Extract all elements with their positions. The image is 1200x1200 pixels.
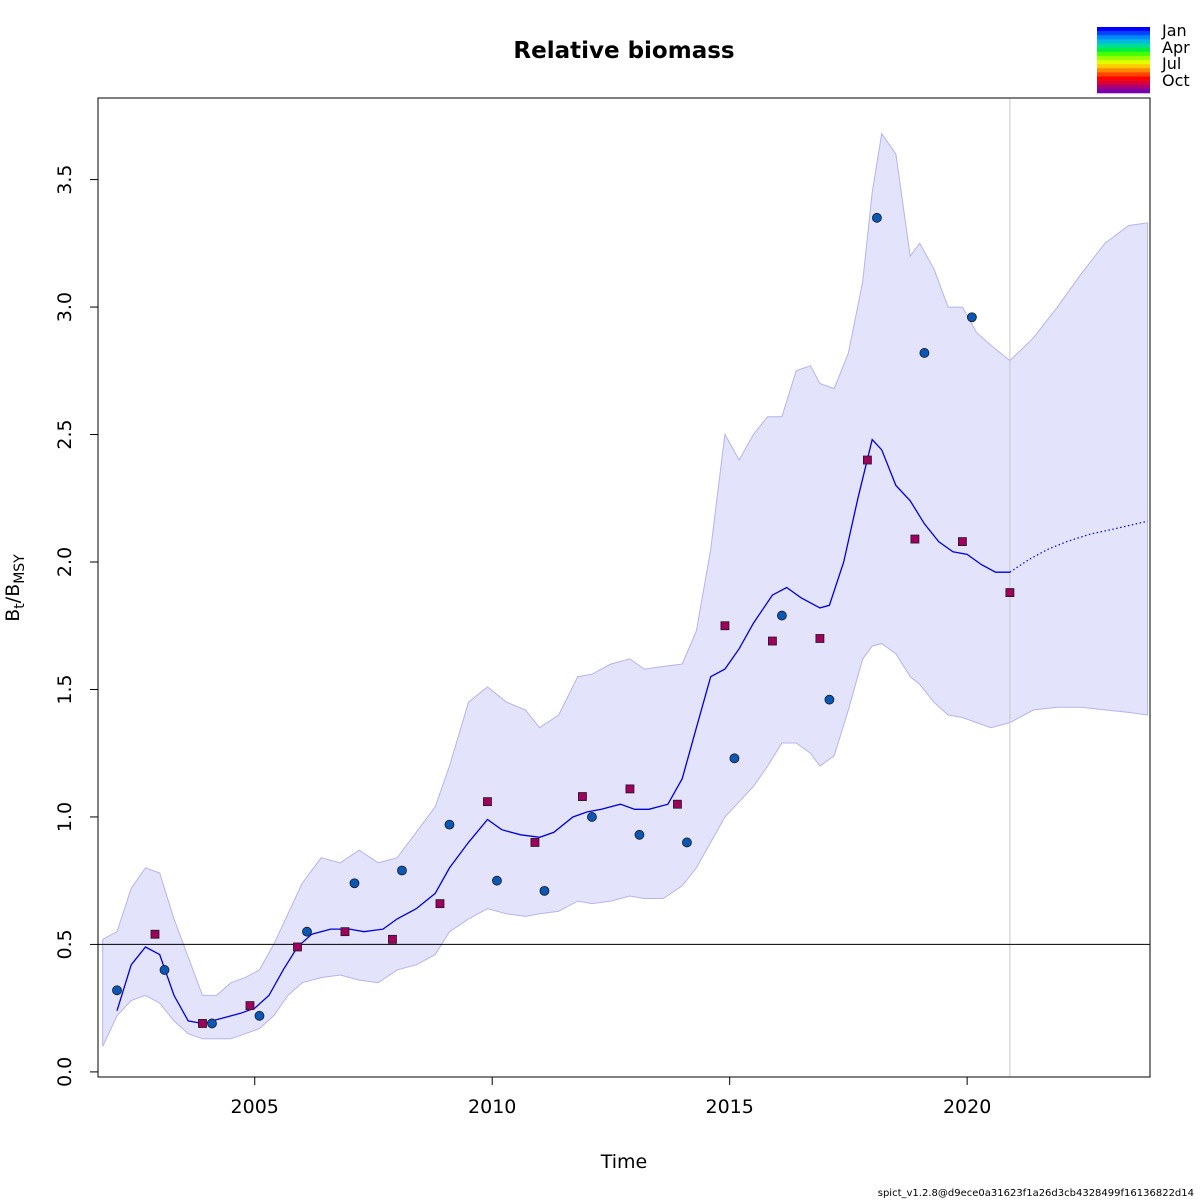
legend-swatch xyxy=(1097,47,1150,53)
legend-label-apr: Apr xyxy=(1162,38,1190,57)
observation-point xyxy=(957,537,967,547)
legend-swatch xyxy=(1097,35,1150,40)
observation-point xyxy=(587,812,597,822)
observation-point xyxy=(435,899,445,909)
legend-swatch xyxy=(1097,76,1150,81)
y-label-sub-t: t xyxy=(12,603,28,609)
observation-point xyxy=(777,610,787,621)
legend-swatch xyxy=(1097,39,1150,44)
legend-swatch xyxy=(1097,84,1150,90)
observation-point xyxy=(539,885,550,896)
y-label-sub-msy: MSY xyxy=(12,554,28,584)
legend-swatch xyxy=(1097,43,1150,48)
legend-swatch xyxy=(1097,68,1150,73)
observation-point xyxy=(397,865,407,876)
observation-point xyxy=(625,784,635,794)
y-tick-label: 0.5 xyxy=(54,929,76,959)
legend-label-oct: Oct xyxy=(1162,71,1190,90)
legend-swatch xyxy=(1097,80,1150,86)
legend-swatch xyxy=(1097,64,1150,69)
observation-point xyxy=(815,634,825,643)
legend-color-bar xyxy=(1097,27,1150,94)
legend-label-jan: Jan xyxy=(1161,21,1187,40)
legend-swatch xyxy=(1097,27,1150,32)
y-axis: 0.0 0.5 1.0 1.5 2.0 2.5 3.0 3.5 xyxy=(54,164,99,1087)
observation-point xyxy=(919,348,930,358)
observation-point xyxy=(910,534,920,544)
observation-point xyxy=(720,621,730,631)
month-color-legend: Jan Apr Jul Oct xyxy=(1097,21,1190,94)
observation-point xyxy=(1005,588,1015,597)
observation-points xyxy=(112,212,1015,1029)
observation-point xyxy=(492,875,502,886)
observation-point xyxy=(483,797,492,807)
observation-point xyxy=(444,819,455,830)
observation-point xyxy=(966,312,977,323)
observation-point xyxy=(198,1019,207,1028)
y-tick-label: 1.0 xyxy=(54,802,76,832)
legend-swatch xyxy=(1097,31,1150,36)
observation-point xyxy=(824,694,835,705)
observation-point xyxy=(302,926,312,937)
y-label-main: B xyxy=(2,609,24,622)
observation-point xyxy=(207,1018,217,1029)
y-tick-label: 3.0 xyxy=(54,292,76,322)
x-tick-label: 2020 xyxy=(943,1096,991,1118)
observation-point xyxy=(159,965,170,975)
legend-swatch xyxy=(1097,60,1150,65)
version-footer: spict_v1.2.8@d9ece0a31623f1a26d3cb432849… xyxy=(878,1188,1194,1199)
y-tick-label: 0.0 xyxy=(54,1057,76,1087)
observation-point xyxy=(112,985,122,996)
y-tick-label: 3.5 xyxy=(54,164,76,194)
biomass-estimate-line xyxy=(116,438,1010,1025)
observation-point xyxy=(729,753,740,764)
legend-swatch xyxy=(1097,55,1150,61)
x-axis-label: Time xyxy=(600,1151,648,1173)
confidence-interval-band xyxy=(102,132,1149,1047)
observation-point xyxy=(349,878,360,889)
observation-point xyxy=(340,927,350,937)
y-tick-label: 2.5 xyxy=(54,419,76,449)
y-axis-label: Bt/BMSY xyxy=(2,554,28,622)
observation-point xyxy=(530,838,540,847)
observation-point xyxy=(863,455,872,465)
observation-point xyxy=(872,212,882,223)
x-tick-label: 2010 xyxy=(468,1096,516,1118)
observation-point xyxy=(673,799,682,809)
y-tick-label: 1.5 xyxy=(54,674,76,704)
x-tick-label: 2015 xyxy=(705,1096,753,1118)
observation-point xyxy=(150,929,160,939)
legend-swatch xyxy=(1097,88,1150,94)
observation-point xyxy=(388,934,397,944)
x-tick-label: 2005 xyxy=(231,1096,279,1118)
chart-title: Relative biomass xyxy=(513,38,734,64)
observation-point xyxy=(578,792,587,801)
x-axis: 2005 2010 2015 2020 xyxy=(231,1076,991,1118)
observation-point xyxy=(768,636,777,646)
observation-point xyxy=(245,1001,255,1011)
observation-point xyxy=(682,837,692,848)
biomass-forecast-line xyxy=(1009,520,1148,573)
plot-area xyxy=(98,98,1150,1077)
observation-point xyxy=(254,1010,265,1021)
observation-point xyxy=(634,829,645,840)
legend-swatch xyxy=(1097,51,1150,57)
legend-label-jul: Jul xyxy=(1161,54,1181,73)
y-label-slash: /B xyxy=(2,584,24,603)
legend-swatch xyxy=(1097,72,1150,77)
observation-point xyxy=(293,942,302,952)
y-tick-label: 2.0 xyxy=(54,547,76,577)
